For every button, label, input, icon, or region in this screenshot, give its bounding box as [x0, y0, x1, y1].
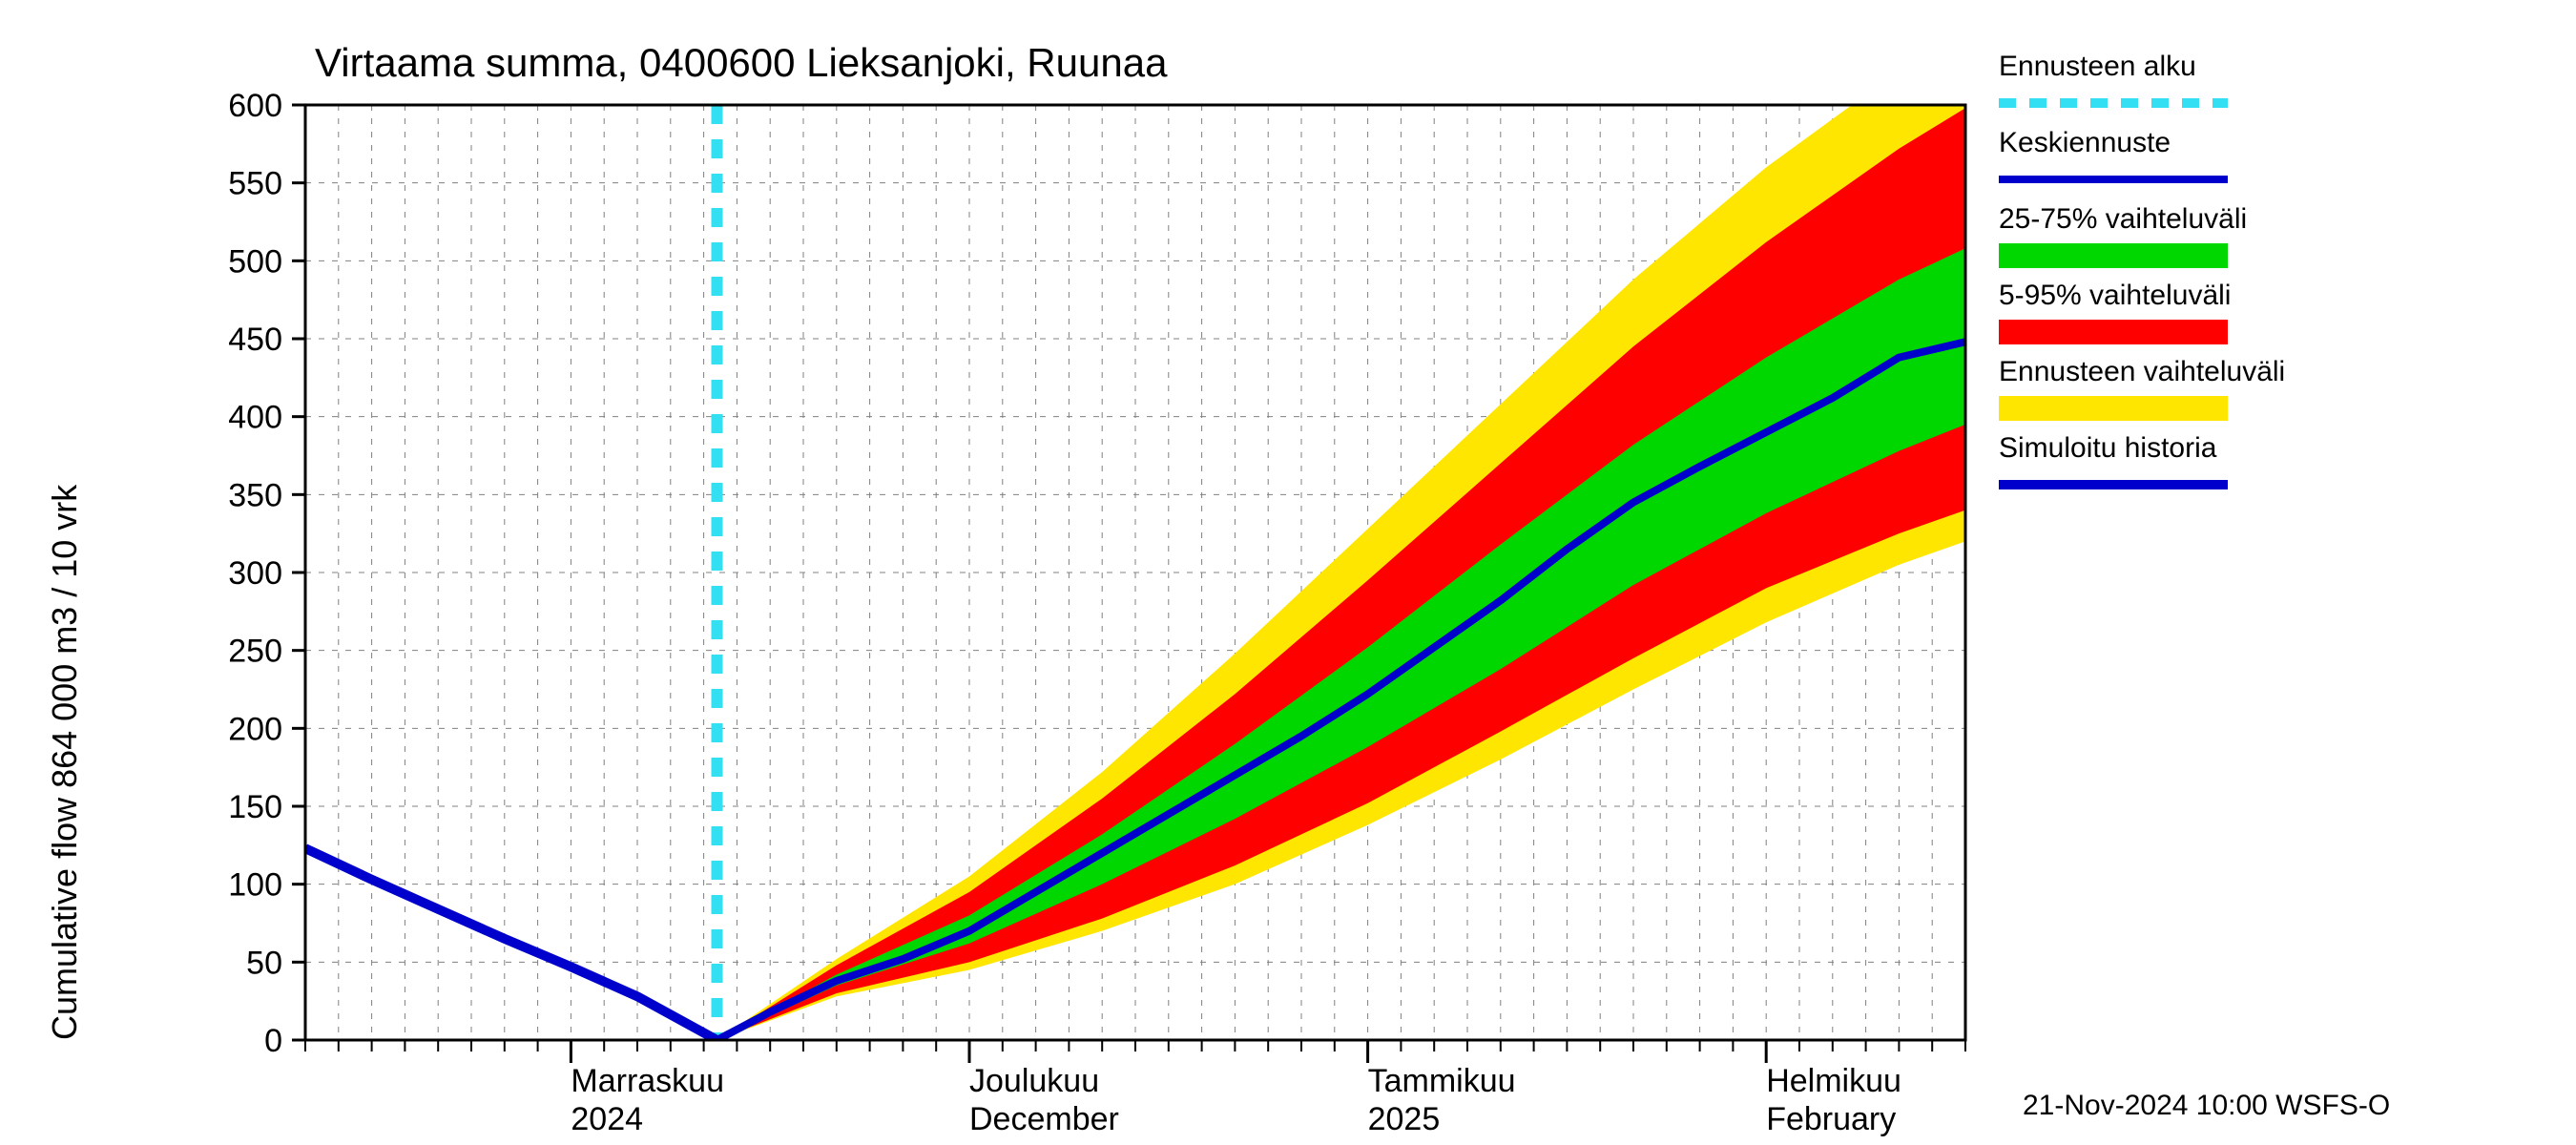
y-tick-label: 450 — [228, 322, 282, 358]
legend-label: 5-95% vaihteluväli — [1999, 280, 2231, 311]
x-tick-label: Marraskuu — [571, 1063, 724, 1099]
y-tick-label: 200 — [228, 711, 282, 747]
y-axis-label: Cumulative flow 864 000 m3 / 10 vrk — [45, 484, 84, 1040]
flow-forecast-chart: 0 50 100 150 200 250 300 350 400 450 500 550 600 Marr… — [0, 0, 2576, 1145]
x-tick-sublabel: 2024 — [571, 1101, 643, 1137]
y-tick-label: 250 — [228, 634, 282, 670]
legend-label: 25-75% vaihteluväli — [1999, 203, 2247, 235]
x-tick-label: Helmikuu — [1766, 1063, 1901, 1099]
y-tick-label: 100 — [228, 867, 282, 904]
y-tick-label: 150 — [228, 789, 282, 825]
y-tick-label: 300 — [228, 555, 282, 592]
legend-swatch — [1999, 396, 2228, 421]
chart-container: 0 50 100 150 200 250 300 350 400 450 500 550 600 Marr… — [0, 0, 2576, 1145]
x-tick-label: Joulukuu — [969, 1063, 1099, 1099]
x-tick-label: Tammikuu — [1368, 1063, 1516, 1099]
y-tick-label: 500 — [228, 243, 282, 280]
legend-label: Ennusteen vaihteluväli — [1999, 356, 2285, 387]
chart-footer: 21-Nov-2024 10:00 WSFS-O — [2023, 1090, 2390, 1121]
y-tick-label: 600 — [228, 88, 282, 124]
y-tick-label: 400 — [228, 400, 282, 436]
y-tick-label: 350 — [228, 477, 282, 513]
y-tick-label: 550 — [228, 166, 282, 202]
legend-label: Simuloitu historia — [1999, 432, 2217, 464]
x-tick-sublabel: December — [969, 1101, 1119, 1137]
legend-label: Keskiennuste — [1999, 127, 2171, 158]
y-tick-label: 0 — [264, 1023, 282, 1059]
legend-swatch — [1999, 243, 2228, 268]
x-tick-sublabel: 2025 — [1368, 1101, 1441, 1137]
legend-swatch — [1999, 320, 2228, 344]
legend-label: Ennusteen alku — [1999, 51, 2196, 82]
y-tick-label: 50 — [246, 945, 282, 981]
chart-title: Virtaama summa, 0400600 Lieksanjoki, Ruu… — [315, 40, 1168, 85]
x-tick-sublabel: February — [1766, 1101, 1896, 1137]
